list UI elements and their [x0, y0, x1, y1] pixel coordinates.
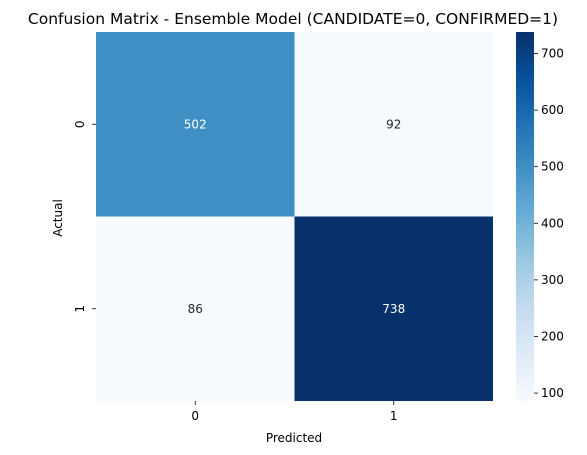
x-axis-label: Predicted [266, 431, 322, 445]
colorbar-tick-label-3: 400 [541, 216, 564, 230]
heatmap-cell-1-0 [96, 216, 295, 401]
cell-value-1-0: 86 [188, 302, 203, 316]
colorbar-ticks: 100 200 300 400 500 600 700 [534, 47, 564, 400]
cell-value-0-1: 92 [386, 117, 401, 131]
heatmap-cell-0-1 [294, 32, 493, 217]
colorbar-tick-label-4: 500 [541, 160, 564, 174]
colorbar-tick-label-1: 200 [541, 329, 564, 343]
chart-title: Confusion Matrix - Ensemble Model (CANDI… [28, 10, 558, 28]
colorbar-tick-label-6: 700 [541, 47, 564, 61]
cell-value-0-0: 502 [184, 117, 207, 131]
colorbar [516, 32, 534, 401]
heatmap-cell-0-0 [96, 32, 295, 217]
y-axis-label: Actual [51, 199, 65, 237]
colorbar-tick-label-5: 600 [541, 103, 564, 117]
heatmap-cell-1-1 [294, 216, 493, 401]
colorbar-tick-label-2: 300 [541, 273, 564, 287]
y-axis: 01 [73, 120, 96, 313]
x-tick-label-1: 1 [390, 409, 398, 423]
colorbar-tick-label-0: 100 [541, 386, 564, 400]
y-tick-label-1: 1 [73, 305, 87, 313]
y-tick-label-0: 0 [73, 120, 87, 128]
cell-value-1-1: 738 [382, 302, 405, 316]
x-tick-label-0: 0 [191, 409, 199, 423]
heatmap-cells: 502 92 86 738 [96, 32, 493, 401]
